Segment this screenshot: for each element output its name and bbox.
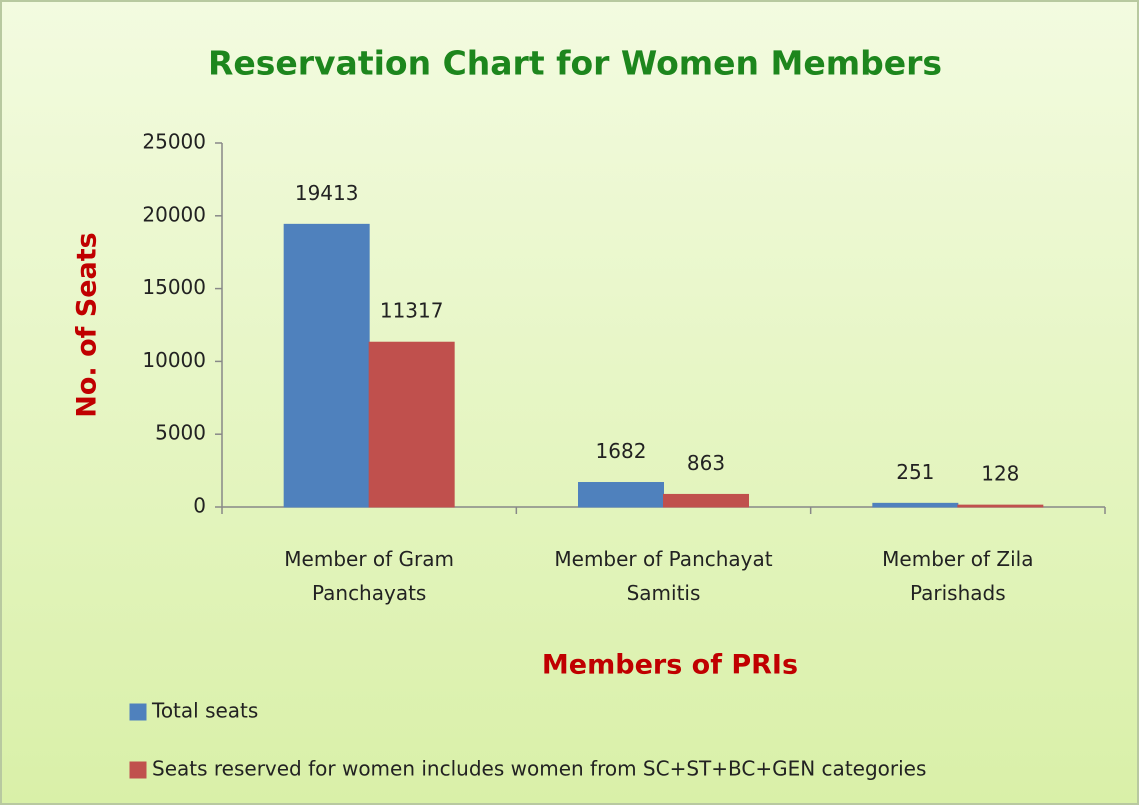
x-tick-line: Panchayats — [312, 581, 426, 605]
y-axis-label: No. of Seats — [72, 232, 103, 417]
value-label: 11317 — [380, 299, 444, 323]
y-tick-label: 20000 — [142, 202, 206, 226]
value-label: 1682 — [596, 439, 647, 463]
legend-label: Seats reserved for women includes women … — [152, 757, 926, 781]
bar — [368, 341, 455, 508]
value-label: 128 — [981, 462, 1019, 486]
x-tick-line: Member of Zila — [882, 547, 1033, 571]
bar — [283, 223, 370, 508]
y-tick-label: 0 — [193, 494, 206, 518]
x-tick-label: Member of Gram Panchayats — [284, 547, 454, 605]
x-tick-line: Member of Panchayat — [554, 547, 772, 571]
bar — [957, 504, 1044, 508]
value-label: 251 — [896, 460, 934, 484]
y-tick-label: 15000 — [142, 275, 206, 299]
bar — [663, 493, 749, 508]
y-tick-label: 5000 — [155, 421, 206, 445]
chart-title: Reservation Chart for Women Members — [208, 44, 942, 83]
bar — [872, 502, 959, 508]
x-tick-line: Samitis — [627, 581, 701, 605]
legend-swatch — [129, 761, 147, 779]
x-tick-line: Parishads — [910, 581, 1006, 605]
x-axis-label: Members of PRIs — [542, 650, 798, 681]
legend-label: Total seats — [151, 699, 258, 723]
x-tick-label: Member of Zila Parishads — [882, 547, 1033, 605]
x-tick-line: Member of Gram — [284, 547, 454, 571]
legend-swatch — [129, 703, 147, 721]
bar — [578, 482, 664, 508]
y-tick-label: 25000 — [142, 130, 206, 154]
value-label: 863 — [687, 451, 725, 475]
value-label: 19413 — [295, 181, 359, 205]
x-tick-label: Member of Panchayat Samitis — [554, 547, 772, 605]
y-tick-label: 10000 — [142, 348, 206, 372]
